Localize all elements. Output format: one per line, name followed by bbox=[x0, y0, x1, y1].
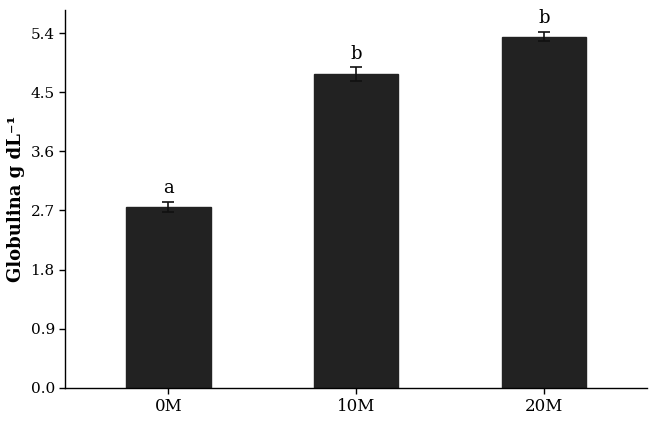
Y-axis label: Globulina g dL⁻¹: Globulina g dL⁻¹ bbox=[7, 116, 25, 282]
Bar bbox=[126, 207, 211, 388]
Text: a: a bbox=[163, 179, 174, 197]
Text: b: b bbox=[351, 45, 362, 63]
Bar bbox=[314, 74, 398, 388]
Text: b: b bbox=[538, 9, 549, 27]
Bar bbox=[502, 37, 586, 388]
